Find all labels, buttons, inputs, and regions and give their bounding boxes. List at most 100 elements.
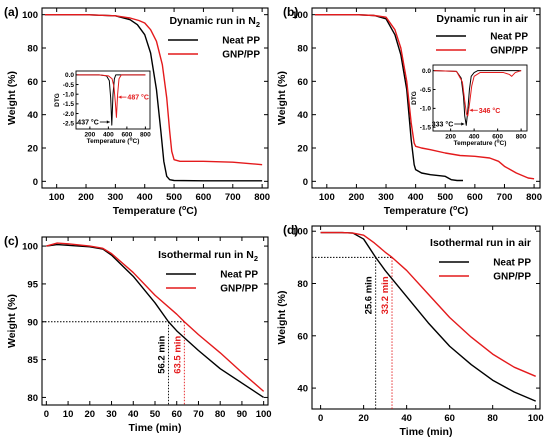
x-tick-label: 500 [166,192,182,203]
x-tick-label: 50 [150,409,161,420]
legend-label-gnp-pp: GNP/PP [490,46,528,57]
y-axis-label: Weight (%) [6,294,18,348]
inset-y-axis-label: DTG [411,91,418,105]
x-tick-label: 300 [107,192,123,203]
x-tick-label: 300 [378,192,394,203]
panel-label: (a) [4,5,19,19]
y-tick-label: 20 [27,144,38,155]
y-tick-label: 80 [27,393,38,404]
x-tick-label: 500 [437,192,453,203]
x-axis-label: Temperature (oC) [384,205,469,217]
series-line-gnp-pp [320,231,536,377]
x-tick-label: 80 [215,409,226,420]
y-tick-label: 100 [22,242,38,253]
x-tick-label: 400 [408,192,424,203]
peak-temperature-label: 437 °C [77,119,99,127]
x-axis-label: Temperature (oC) [113,205,198,217]
chart-title: Isothermal run in N2 [158,249,258,263]
panel-label: (d) [283,223,298,237]
inset-x-tick-label: 400 [103,132,114,139]
plot-frame [311,225,541,410]
inset-x-tick-label: 400 [469,134,480,141]
peak-arrowhead [461,122,465,126]
inset-y-tick-label: -2.0 [63,111,75,118]
legend-label-gnp-pp: GNP/PP [222,50,260,61]
y-tick-label: 20 [297,144,308,155]
x-tick-label: 0 [318,413,323,424]
series-line-gnp-pp [46,242,265,392]
x-tick-label: 30 [106,409,117,420]
x-tick-label: 40 [401,413,412,424]
x-tick-label: 200 [78,192,94,203]
chart-panel-d: 0 20 40 60 80 100 40 60 80 100 Time (min) Weight (%… [276,223,544,438]
x-tick-label: 60 [171,409,182,420]
peak-temperature-label: 333 °C [432,121,454,129]
x-tick-label: 10 [63,409,74,420]
peak-arrowhead [106,120,110,124]
inset-x-axis-label: Temperature (oC) [87,137,140,146]
peak-arrowhead [118,95,122,99]
x-tick-label: 40 [128,409,139,420]
y-tick-label: 40 [297,384,308,395]
y-tick-label: 60 [297,331,308,342]
legend-label-neat-pp: Neat PP [220,270,258,281]
x-tick-label: 200 [348,192,364,203]
y-tick-label: 100 [292,10,308,21]
inset-y-axis-label: DTG [54,93,61,107]
inset-y-tick-label: -1.5 [63,101,75,108]
time-marker-label: 25.6 min [364,276,375,314]
series-line-gnp-pp [314,13,535,180]
y-tick-label: 40 [297,110,308,121]
plot-frame [311,7,541,189]
y-tick-label: 95 [27,279,38,290]
y-axis-label: Weight (%) [276,71,288,125]
legend-label-gnp-pp: GNP/PP [220,284,258,295]
inset-series-line-gnp-pp [76,74,146,118]
y-axis-label: Weight (%) [276,290,288,344]
y-tick-label: 0 [33,177,38,188]
x-tick-label: 600 [467,192,483,203]
chart-title: Dynamic run in air [436,13,528,25]
inset-x-tick-label: 800 [516,134,527,141]
y-tick-label: 60 [297,77,308,88]
series-line-neat-pp [44,13,263,182]
y-tick-label: 100 [292,227,308,238]
y-tick-label: 80 [27,44,38,55]
x-tick-label: 700 [497,192,513,203]
inset-y-tick-label: -0.5 [63,82,75,89]
x-tick-label: 800 [526,192,542,203]
y-tick-label: 90 [27,317,38,328]
peak-temperature-label: 346 °C [479,107,501,115]
x-axis-label: Time (min) [400,426,453,438]
dtg-inset: 200 400 600 800 0.0 -0.5 -1.0 -1.5 Temperature (… [411,64,528,148]
panel-label: (c) [4,234,19,248]
chart-panel-a: 100 200 300 400 500 600 700 800 0 20 40 60 80 100 Temp… [4,5,270,217]
inset-y-tick-label: -0.5 [420,87,432,94]
legend-label-neat-pp: Neat PP [490,32,528,43]
series-line-neat-pp [46,243,265,399]
inset-y-tick-label: -1.5 [420,125,432,132]
panel-label: (b) [283,5,298,19]
inset-x-axis-label: Temperature (oC) [454,139,507,148]
x-tick-label: 20 [85,409,96,420]
y-tick-label: 100 [22,10,38,21]
time-marker-label: 56.2 min [156,336,167,374]
time-marker-label: 63.5 min [172,336,183,374]
y-tick-label: 0 [303,177,308,188]
legend-label-neat-pp: Neat PP [222,36,260,47]
x-tick-label: 400 [137,192,153,203]
chart-panel-b: 100 200 300 400 500 600 700 800 0 20 40 60 80 100 Temp… [276,5,542,217]
x-tick-label: 700 [225,192,241,203]
plot-frame [41,236,269,406]
inset-series-line-gnp-pp [434,70,522,117]
inset-x-tick-label: 800 [140,132,151,139]
inset-y-tick-label: -2.5 [63,121,75,128]
chart-title: Dynamic run in N2 [169,15,260,29]
x-tick-label: 90 [237,409,248,420]
y-tick-label: 80 [297,44,308,55]
inset-y-tick-label: -1.0 [63,92,75,99]
x-axis-label: Time (min) [129,422,182,434]
inset-y-tick-label: 0.0 [65,72,74,79]
x-tick-label: 70 [193,409,204,420]
x-tick-label: 600 [195,192,211,203]
